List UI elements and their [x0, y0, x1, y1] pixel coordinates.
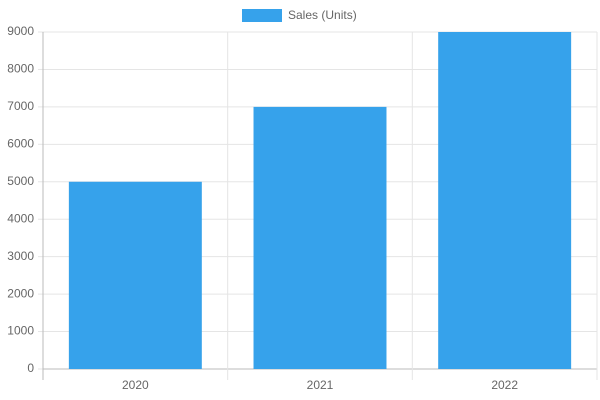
x-tick-label: 2021	[307, 378, 334, 392]
y-tick-label: 7000	[7, 99, 34, 113]
legend-label: Sales (Units)	[288, 8, 357, 22]
y-tick-label: 4000	[7, 211, 34, 225]
y-tick-label: 9000	[7, 24, 34, 38]
y-tick-label: 3000	[7, 249, 34, 263]
y-tick-label: 0	[27, 361, 34, 375]
bar	[68, 181, 202, 369]
bar	[438, 32, 572, 369]
y-tick-label: 8000	[7, 62, 34, 76]
y-tick-label: 6000	[7, 137, 34, 151]
legend-swatch	[242, 9, 282, 22]
x-tick-label: 2022	[491, 378, 518, 392]
x-tick-label: 2020	[122, 378, 149, 392]
bar	[253, 106, 387, 369]
y-tick-label: 1000	[7, 324, 34, 338]
y-tick-label: 2000	[7, 286, 34, 300]
y-tick-label: 5000	[7, 174, 34, 188]
